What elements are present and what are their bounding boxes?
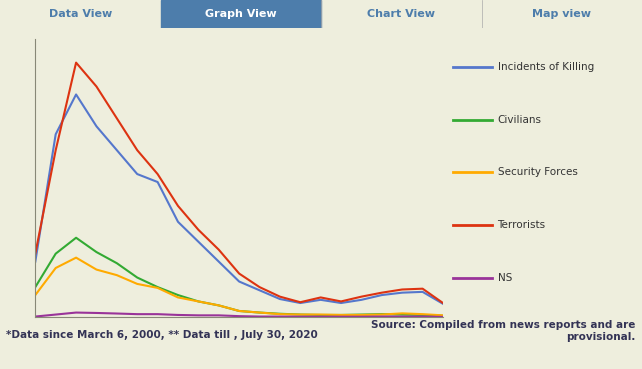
Text: Data View: Data View <box>49 9 112 19</box>
Text: Civilians: Civilians <box>498 114 542 125</box>
Text: Incidents of Killing: Incidents of Killing <box>498 62 594 72</box>
Text: Graph View: Graph View <box>205 9 277 19</box>
Text: Chart View: Chart View <box>367 9 435 19</box>
Text: Map view: Map view <box>532 9 591 19</box>
Text: *Data since March 6, 2000, ** Data till , July 30, 2020: *Data since March 6, 2000, ** Data till … <box>6 330 318 340</box>
Text: NS: NS <box>498 273 512 283</box>
Text: Terrorists: Terrorists <box>498 220 546 230</box>
Text: Security Forces: Security Forces <box>498 168 577 177</box>
Text: Source: Compiled from news reports and are
provisional.: Source: Compiled from news reports and a… <box>371 320 636 342</box>
Bar <box>160 0 321 28</box>
